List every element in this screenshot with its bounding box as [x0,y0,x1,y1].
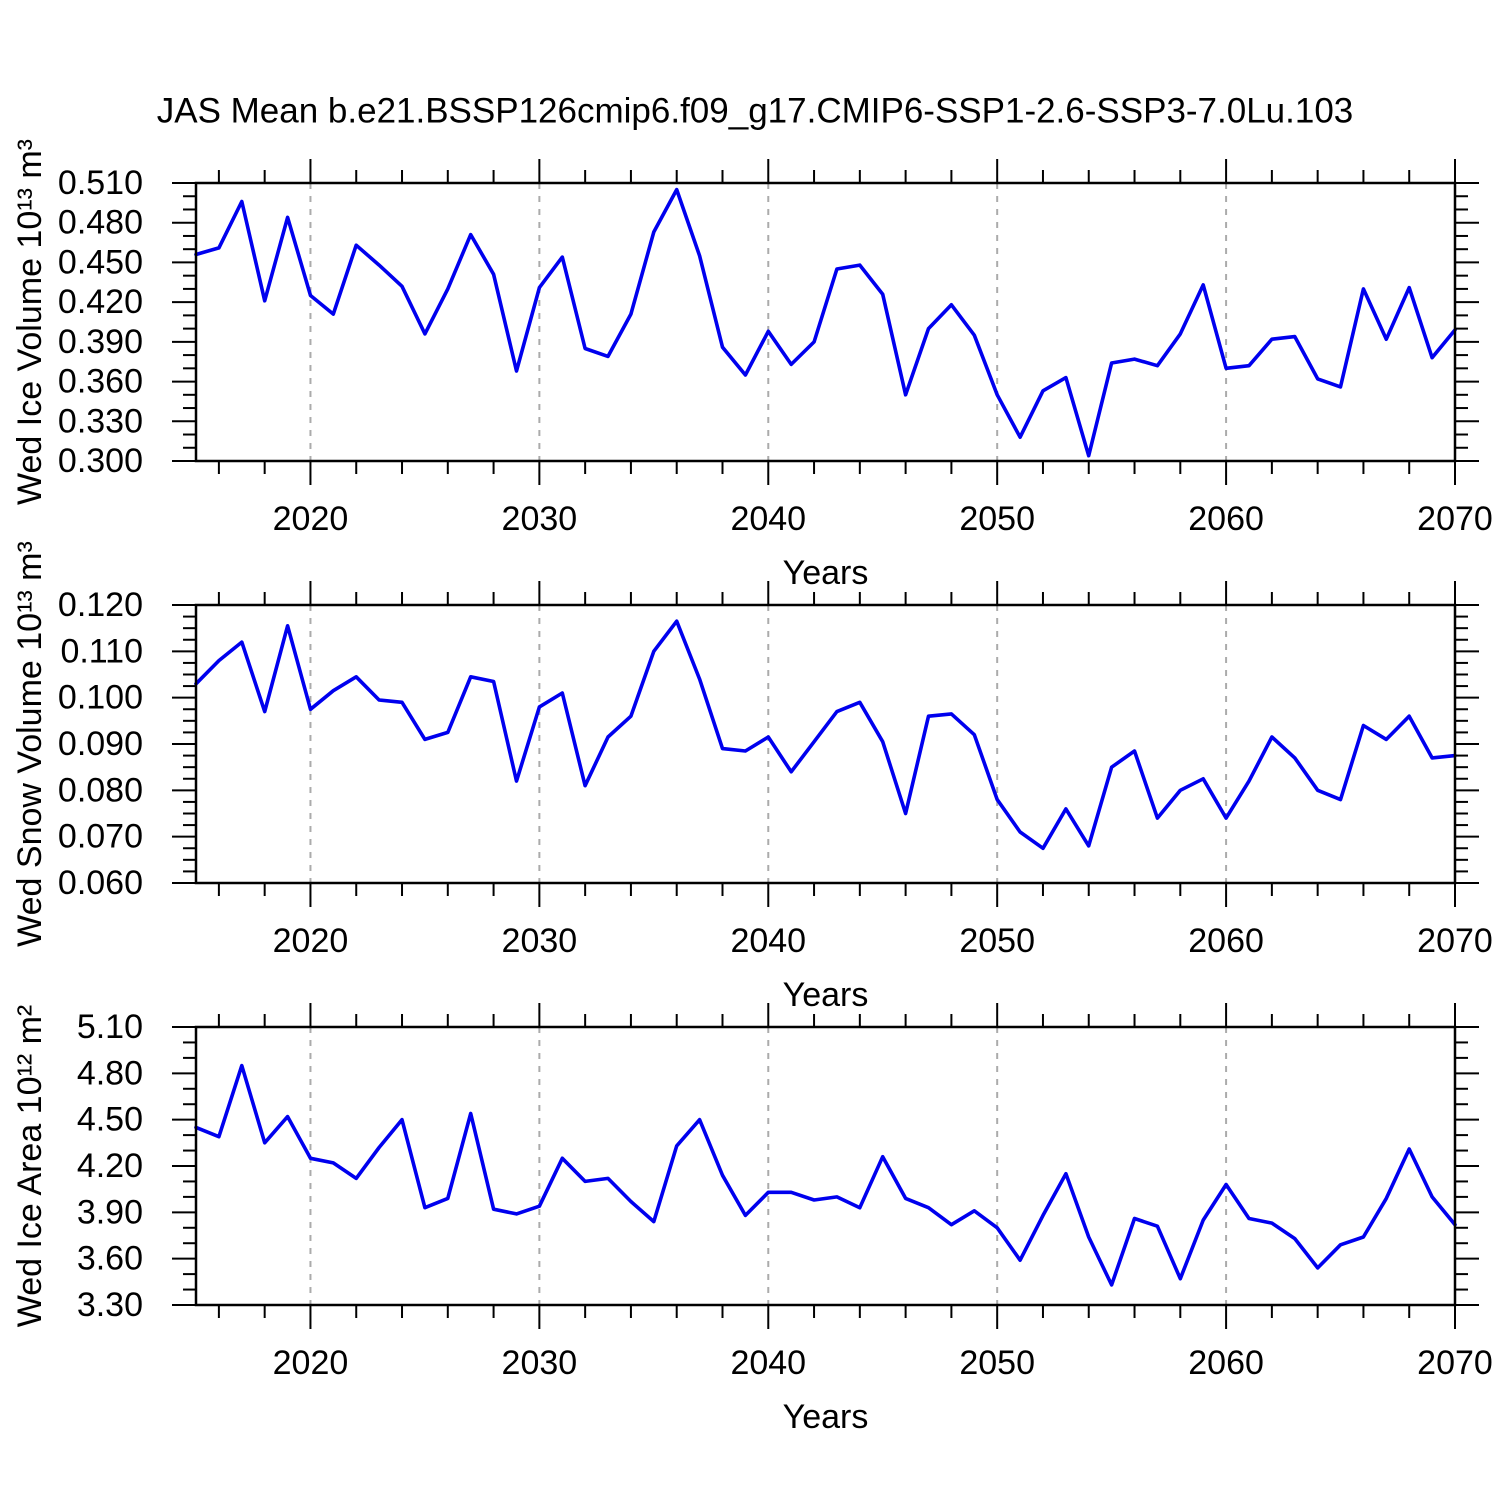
tick-labels: 0.3000.3300.3600.3900.4200.4500.4800.510… [58,164,1493,538]
tick-labels: 0.060 0.070 0.080 0.090 0.100 0.110 0.120 2020 2… [58,586,1493,960]
x-tick-label: 2030 [502,1344,578,1382]
y-tick-label: 0.090 [58,725,143,763]
panel-wed-snow-volume: 0.060 0.070 0.080 0.090 0.100 0.110 0.120 2020 2… [11,541,1493,1014]
y-tick-label: 0.060 [58,864,143,902]
x-tick-label: 2040 [730,922,806,960]
plot-border [194,1025,1457,1307]
y-tick-label: 0.100 [58,679,143,717]
x-tick-label: 2070 [1417,1344,1493,1382]
y-tick-label: 3.60 [77,1240,143,1278]
y-tick-label: 0.510 [58,164,143,202]
y-tick-label: 0.110 [60,632,143,670]
y-tick-label: 4.20 [77,1147,143,1185]
y-tick-label: 0.070 [58,818,143,856]
x-tick-label: 2050 [959,1344,1035,1382]
x-axis-title: Years [783,976,869,1014]
ticks [172,1003,1479,1329]
x-gridlines [309,183,1228,461]
figure-title: JAS Mean b.e21.BSSP126cmip6.f09_g17.CMIP… [157,92,1354,131]
y-tick-label: 0.300 [58,442,143,480]
series-line-wed-ice-volume [194,187,1457,458]
x-tick-label: 2050 [959,500,1035,538]
y-tick-label: 0.330 [58,402,143,440]
ticks [172,159,1479,485]
tick-labels: 3.30 3.60 3.90 4.20 4.50 4.80 5.10 2020 2030 2040… [77,1008,1493,1382]
y-tick-label: 0.390 [58,323,143,361]
y-tick-label: 0.420 [58,283,143,321]
x-tick-label: 2020 [273,922,349,960]
x-tick-label: 2060 [1188,922,1264,960]
x-tick-label: 2060 [1188,1344,1264,1382]
series-line-wed-snow-volume [194,619,1457,851]
y-axis-title: Wed Snow Volume 10¹³ m³ [11,541,49,947]
y-axis-title: Wed Ice Volume 10¹³ m³ [11,139,49,505]
ticks [172,581,1479,907]
plot-border [194,181,1457,463]
x-tick-label: 2070 [1417,922,1493,960]
x-tick-label: 2050 [959,922,1035,960]
series-line-wed-ice-area [194,1063,1457,1287]
y-tick-label: 0.120 [58,586,143,624]
y-axis-title: Wed Ice Area 10¹² m² [11,1005,49,1328]
y-tick-label: 0.360 [58,363,143,401]
panel-wed-ice-volume: 0.3000.3300.3600.3900.4200.4500.4800.510… [11,139,1493,592]
y-tick-label: 0.450 [58,243,143,281]
x-tick-label: 2040 [730,500,806,538]
y-tick-label: 4.50 [77,1101,143,1139]
y-tick-label: 3.30 [77,1286,143,1324]
x-axis-title: Years [783,554,869,592]
y-tick-label: 0.480 [58,204,143,242]
x-axis-title: Years [783,1398,869,1436]
y-tick-label: 5.10 [77,1008,143,1046]
x-tick-label: 2070 [1417,500,1493,538]
plot-border [194,603,1457,885]
y-tick-label: 3.90 [77,1193,143,1231]
x-gridlines [309,1027,1228,1305]
x-tick-label: 2030 [502,922,578,960]
panel-wed-ice-area: 3.30 3.60 3.90 4.20 4.50 4.80 5.10 2020 2030 2040… [11,1003,1493,1436]
x-tick-label: 2030 [502,500,578,538]
x-tick-label: 2060 [1188,500,1264,538]
y-tick-label: 4.80 [77,1054,143,1092]
y-tick-label: 0.080 [58,771,143,809]
x-tick-label: 2020 [273,500,349,538]
x-tick-label: 2040 [730,1344,806,1382]
x-tick-label: 2020 [273,1344,349,1382]
